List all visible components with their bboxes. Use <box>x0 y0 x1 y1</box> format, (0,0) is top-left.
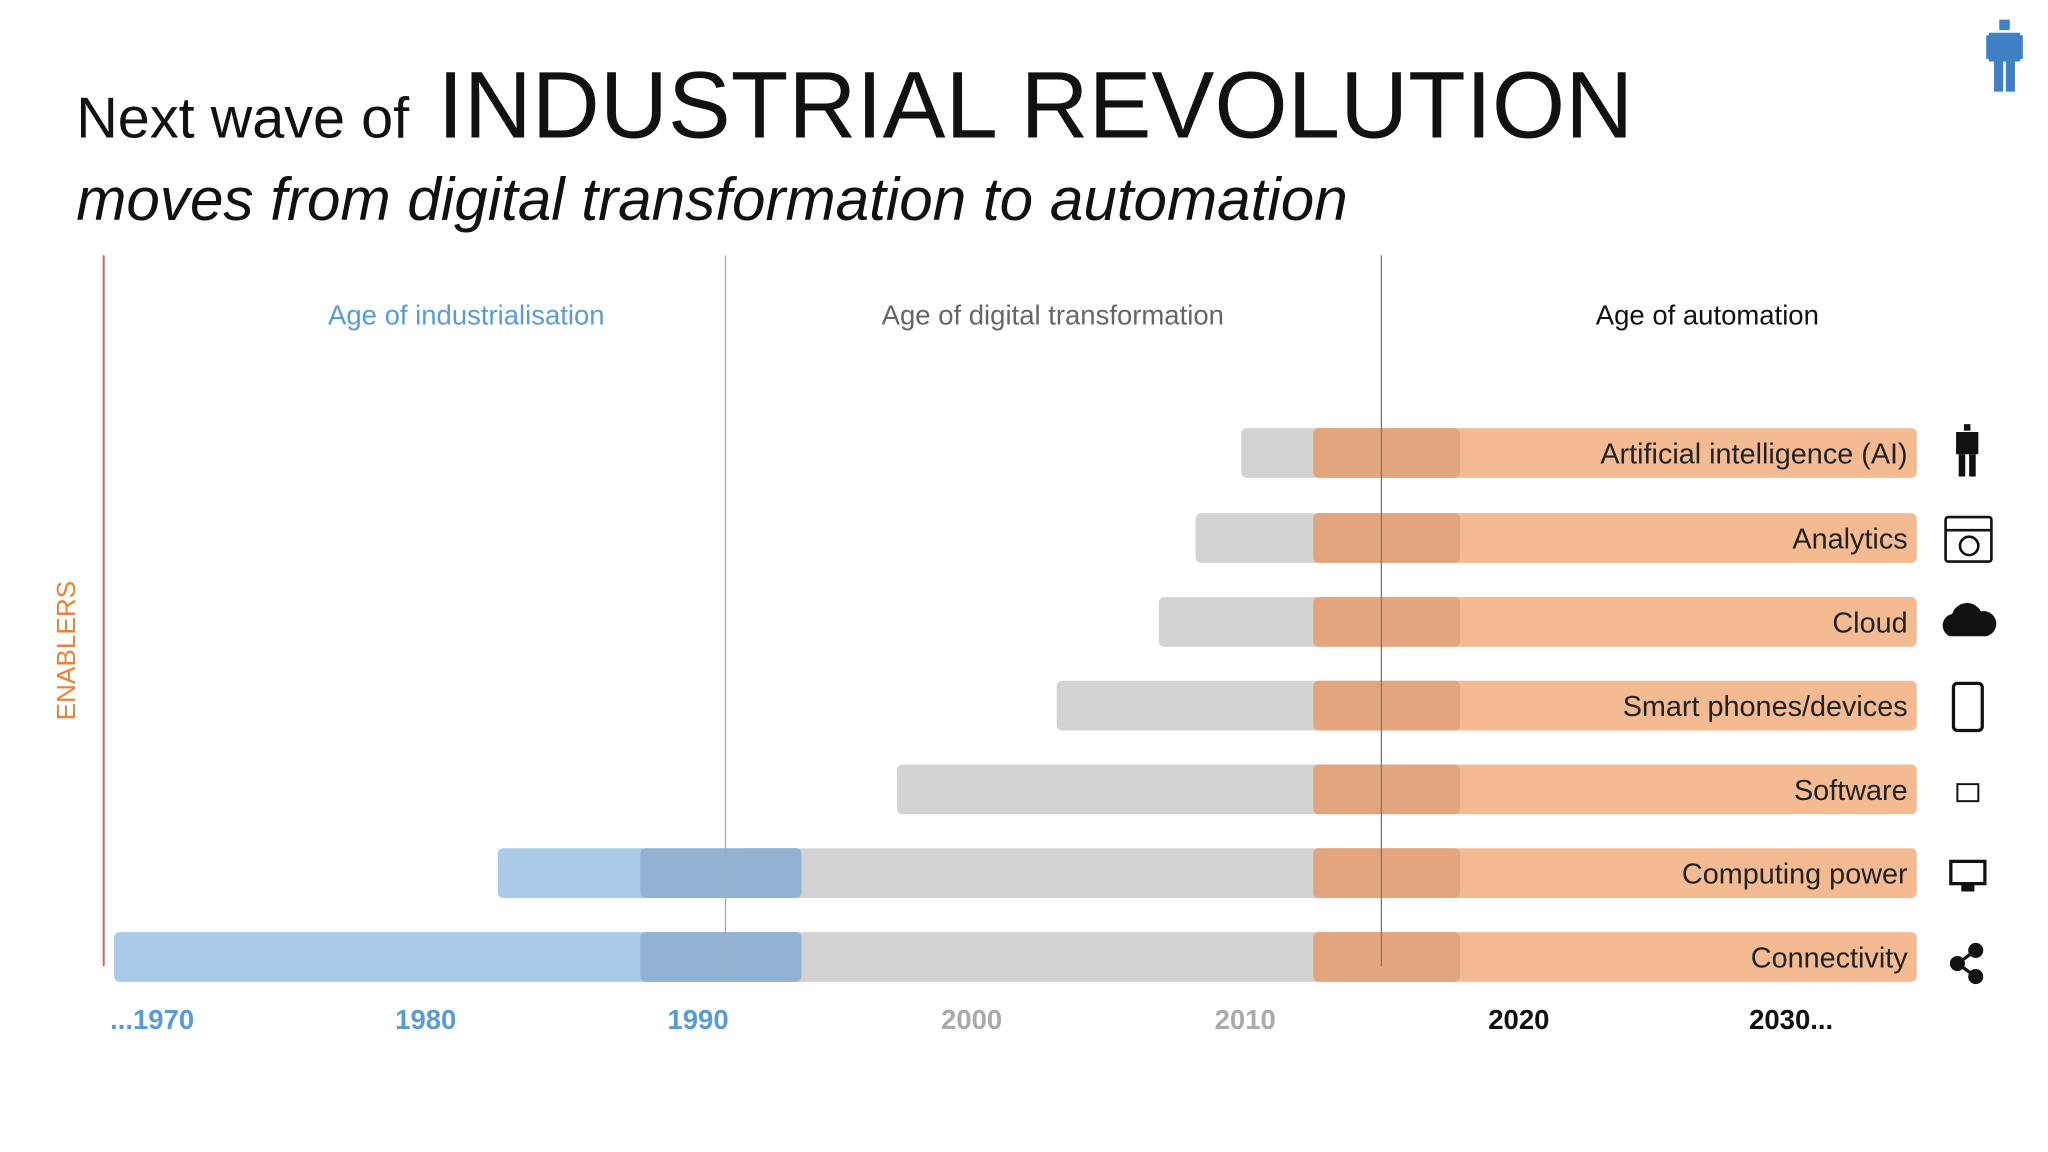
software-icon <box>1956 783 1980 803</box>
analytics-icon <box>1944 515 1993 563</box>
grey-bar <box>741 848 1331 899</box>
grey-bar <box>1241 428 1331 478</box>
grey-bar <box>741 932 1331 982</box>
side-label: ENABLERS <box>51 581 81 721</box>
orange-overlap <box>1313 513 1460 563</box>
orange-overlap <box>1313 764 1460 815</box>
orange-bar <box>1313 932 1917 982</box>
labels: Artificial intelligence (AI) Analytics Clo… <box>1600 438 1908 974</box>
share-icon <box>1949 942 1984 985</box>
enabler-label: Smart phones/devices <box>1623 691 1908 723</box>
grey-bar <box>1056 680 1331 731</box>
orange-bar <box>1313 513 1917 563</box>
blue-overlap <box>640 848 802 899</box>
phone-icon <box>1951 681 1984 733</box>
orange-bar <box>1313 848 1917 899</box>
robot-logo <box>1986 19 2023 92</box>
blue-overlap <box>640 932 802 982</box>
grey-bar <box>1195 513 1331 563</box>
year-label: 2000 <box>941 1004 1002 1035</box>
icons <box>1942 424 1997 985</box>
years: ...1970 1980 1990 2000 2010 2020 2030... <box>110 1004 1833 1035</box>
cloud-icon <box>1942 603 1997 637</box>
orange-bar <box>1313 428 1917 478</box>
era-label: Age of industrialisation <box>328 300 605 331</box>
year-label: 1990 <box>667 1004 728 1035</box>
enabler-label: Connectivity <box>1751 942 1908 974</box>
orange-overlap <box>1313 428 1460 478</box>
orange-overlap <box>1313 932 1460 982</box>
subtitle: moves from digital transformation to aut… <box>76 165 1348 233</box>
orange-bar <box>1313 680 1917 731</box>
computer-icon <box>1949 859 1987 892</box>
year-label: 2020 <box>1488 1004 1549 1035</box>
bars <box>114 428 1917 982</box>
orange-overlap <box>1313 848 1460 899</box>
enabler-label: Cloud <box>1832 607 1907 639</box>
enabler-label: Software <box>1794 775 1908 807</box>
grey-bar <box>897 764 1331 815</box>
title-main: INDUSTRIAL REVOLUTION <box>438 52 1634 157</box>
orange-bar <box>1313 764 1917 815</box>
era-label: Age of automation <box>1596 300 1819 331</box>
blue-bar <box>114 932 802 982</box>
orange-bar <box>1313 596 1917 647</box>
title-prefix: Next wave of <box>76 86 410 150</box>
enabler-label: Analytics <box>1792 524 1907 556</box>
year-label: ...1970 <box>110 1004 194 1035</box>
orange-overlap <box>1313 596 1460 647</box>
orange-overlap <box>1313 680 1460 731</box>
era-label: Age of digital transformation <box>882 300 1224 331</box>
year-label: 2010 <box>1215 1004 1276 1035</box>
grey-bar <box>1158 596 1331 647</box>
enabler-label: Computing power <box>1682 859 1908 891</box>
enabler-label: Artificial intelligence (AI) <box>1600 438 1907 470</box>
ai-icon <box>1956 424 1979 477</box>
year-label: 1980 <box>395 1004 456 1035</box>
year-label: 2030... <box>1749 1004 1833 1035</box>
